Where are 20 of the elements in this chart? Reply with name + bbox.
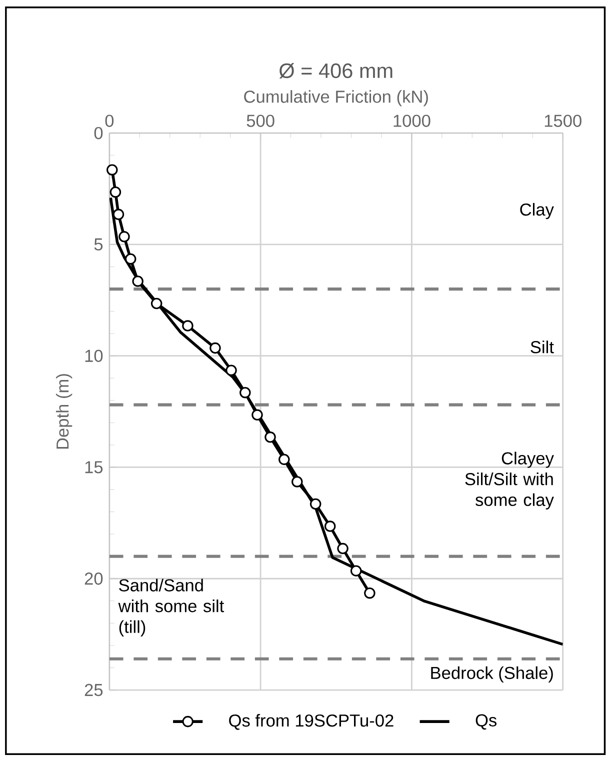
annotation: Bedrock (Shale): [431, 666, 553, 682]
annotation: Clay: [520, 202, 554, 220]
annotation: Clayey Silt/Silt with some clay: [465, 452, 554, 510]
x-axis-title: Cumulative Friction (kN): [244, 90, 428, 106]
y-tick-label: 15: [85, 461, 103, 474]
annotation: Sand/Sand with some silt (till): [118, 578, 224, 636]
x-tick-label: 0: [105, 114, 114, 127]
chart-title: Ø = 406 mm: [279, 63, 392, 78]
y-axis-title: Depth (m): [56, 374, 72, 449]
y-tick-label: 10: [85, 350, 103, 362]
annotation: Silt: [530, 340, 554, 354]
y-tick-label: 0: [94, 126, 103, 140]
y-tick-label: 20: [84, 572, 103, 585]
legend-label: Qs from 19SCPTu-02: [229, 714, 394, 730]
x-tick-label: 500: [246, 114, 274, 127]
legend-label: Qs: [476, 714, 496, 730]
x-tick-label: 1500: [544, 114, 582, 127]
x-tick-label: 1000: [394, 114, 430, 127]
y-tick-label: 5: [94, 238, 103, 251]
y-tick-label: 25: [84, 684, 103, 696]
